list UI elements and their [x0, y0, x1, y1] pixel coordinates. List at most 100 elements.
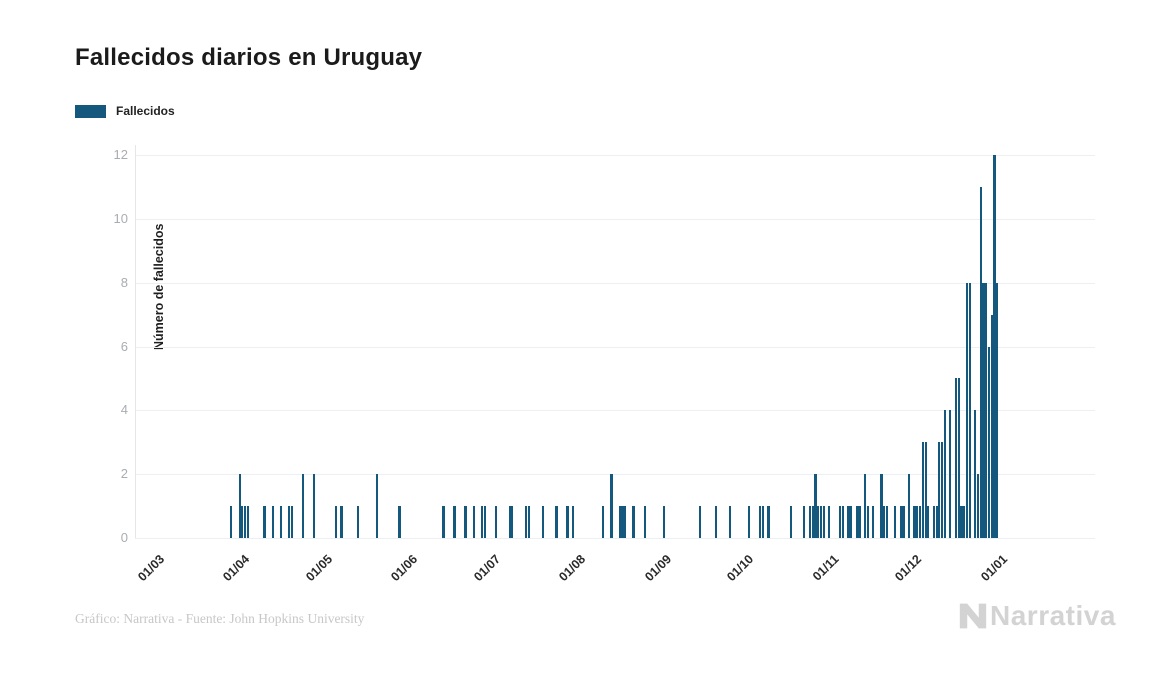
bar: [935, 506, 938, 538]
bar: [872, 506, 875, 538]
bar: [263, 506, 266, 538]
bar: [508, 506, 511, 538]
bar: [624, 506, 627, 538]
gridline-y0: [135, 538, 1095, 539]
bar: [932, 506, 935, 538]
y-tick-label: 4: [120, 402, 128, 418]
bar: [244, 506, 247, 538]
bar: [839, 506, 842, 538]
bar: [996, 282, 999, 538]
y-axis-line: [135, 145, 136, 538]
bar: [902, 506, 905, 538]
bar: [334, 506, 338, 538]
bar: [238, 474, 241, 538]
bar: [571, 506, 575, 538]
bar: [541, 506, 544, 538]
bar: [803, 506, 806, 538]
bar: [863, 474, 867, 538]
gridline-y8: [135, 282, 1095, 284]
bar: [943, 410, 946, 538]
x-tick-label: 01/12: [892, 552, 925, 585]
bar: [340, 506, 343, 538]
bar: [271, 506, 274, 538]
y-tick-label: 12: [113, 147, 128, 162]
bar: [960, 506, 963, 538]
bar: [511, 506, 514, 538]
bar: [883, 506, 886, 538]
bar: [748, 506, 751, 538]
gridline-y4: [135, 410, 1095, 412]
x-tick-label: 01/04: [220, 552, 253, 585]
gridline-y2: [135, 474, 1095, 476]
bar: [464, 506, 467, 538]
chart-title: Fallecidos diarios en Uruguay: [75, 44, 423, 71]
bar: [808, 506, 811, 538]
x-tick-label: 01/03: [134, 552, 167, 585]
bar: [841, 506, 845, 538]
bar: [968, 282, 971, 538]
bar: [312, 474, 316, 538]
gridline-y10: [135, 218, 1095, 220]
x-tick-label: 01/06: [388, 552, 421, 585]
bar: [288, 506, 291, 538]
bar: [698, 506, 701, 538]
bar: [811, 506, 814, 538]
bar: [894, 506, 897, 538]
y-axis-title: Número de fallecidos: [152, 223, 167, 350]
bar: [957, 378, 960, 538]
bar: [819, 506, 823, 538]
bar: [357, 506, 360, 538]
y-tick-label: 8: [120, 274, 128, 290]
bar: [290, 506, 294, 538]
y-tick-label: 0: [120, 530, 128, 545]
narrativa-logo-text: Narrativa: [990, 600, 1116, 631]
x-tick-label: 01/05: [302, 552, 335, 585]
bar: [761, 506, 765, 538]
x-tick-label: 01/09: [641, 552, 674, 585]
bar: [789, 506, 792, 538]
bar: [814, 474, 817, 538]
bar: [230, 506, 233, 538]
bar: [246, 506, 249, 538]
bar: [938, 442, 941, 538]
bar: [866, 506, 869, 538]
bar: [850, 506, 853, 538]
narrativa-logo: Narrativa: [958, 600, 1116, 632]
bar: [566, 506, 569, 538]
bar: [767, 506, 770, 538]
bar: [982, 282, 985, 538]
legend: Fallecidos: [75, 104, 175, 118]
bar: [715, 506, 718, 538]
bar: [301, 474, 305, 538]
bar: [965, 282, 969, 538]
bar: [847, 506, 850, 538]
legend-swatch: [75, 104, 106, 118]
bar: [632, 506, 635, 538]
bar: [916, 506, 919, 538]
y-tick-label: 2: [120, 466, 128, 482]
bar: [472, 506, 475, 538]
bar: [610, 474, 613, 538]
bar: [621, 506, 624, 538]
bar: [376, 474, 379, 538]
bar: [480, 506, 484, 538]
bar: [279, 506, 283, 538]
bar: [525, 506, 528, 538]
bar: [759, 506, 762, 538]
bar: [453, 506, 456, 538]
y-tick-label: 10: [113, 210, 128, 226]
bar: [858, 506, 861, 538]
y-tick-label: 6: [120, 338, 128, 354]
bar: [643, 506, 646, 538]
bar: [919, 506, 922, 538]
bar: [954, 378, 957, 538]
bar: [483, 506, 486, 538]
bar: [979, 186, 982, 538]
bar: [817, 506, 820, 538]
bar: [907, 474, 911, 538]
bar: [963, 506, 966, 538]
bar: [398, 506, 401, 538]
bar: [555, 506, 558, 538]
gridline-y6: [135, 346, 1095, 348]
